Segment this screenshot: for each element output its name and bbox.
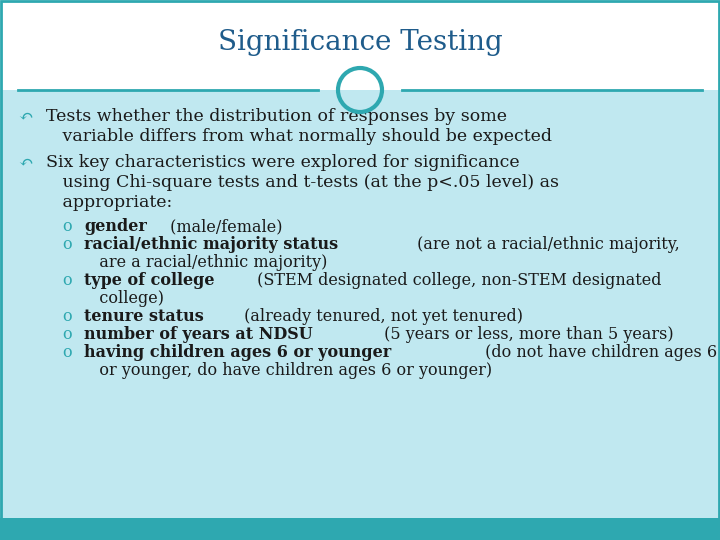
Text: o: o [62, 236, 71, 253]
Text: Tests whether the distribution of responses by some: Tests whether the distribution of respon… [46, 108, 507, 125]
Text: variable differs from what normally should be expected: variable differs from what normally shou… [46, 128, 552, 145]
Text: having children ages 6 or younger: having children ages 6 or younger [84, 344, 391, 361]
Text: o: o [62, 326, 71, 343]
Text: tenure status: tenure status [84, 308, 204, 325]
Text: (do not have children ages 6: (do not have children ages 6 [480, 344, 718, 361]
Text: are a racial/ethnic majority): are a racial/ethnic majority) [84, 254, 328, 271]
FancyBboxPatch shape [0, 518, 720, 540]
Text: (male/female): (male/female) [165, 218, 283, 235]
Text: Significance Testing: Significance Testing [217, 29, 503, 56]
Text: or younger, do have children ages 6 or younger): or younger, do have children ages 6 or y… [84, 362, 492, 379]
Text: racial/ethnic majority status: racial/ethnic majority status [84, 236, 338, 253]
Text: (STEM designated college, non-STEM designated: (STEM designated college, non-STEM desig… [253, 272, 662, 289]
FancyBboxPatch shape [0, 0, 720, 90]
Text: ↶: ↶ [18, 108, 32, 125]
Text: ↶: ↶ [18, 154, 32, 171]
Text: type of college: type of college [84, 272, 215, 289]
Text: appropriate:: appropriate: [46, 194, 172, 211]
Text: gender: gender [84, 218, 147, 235]
Text: (already tenured, not yet tenured): (already tenured, not yet tenured) [238, 308, 523, 325]
Text: o: o [62, 308, 71, 325]
Text: o: o [62, 272, 71, 289]
Text: college): college) [84, 290, 164, 307]
Text: using Chi-square tests and t-tests (at the p<.05 level) as: using Chi-square tests and t-tests (at t… [46, 174, 559, 191]
Text: Six key characteristics were explored for significance: Six key characteristics were explored fo… [46, 154, 520, 171]
Text: (5 years or less, more than 5 years): (5 years or less, more than 5 years) [379, 326, 674, 343]
Text: o: o [62, 218, 71, 235]
Text: o: o [62, 344, 71, 361]
Text: number of years at NDSU: number of years at NDSU [84, 326, 312, 343]
Text: (are not a racial/ethnic majority,: (are not a racial/ethnic majority, [412, 236, 680, 253]
